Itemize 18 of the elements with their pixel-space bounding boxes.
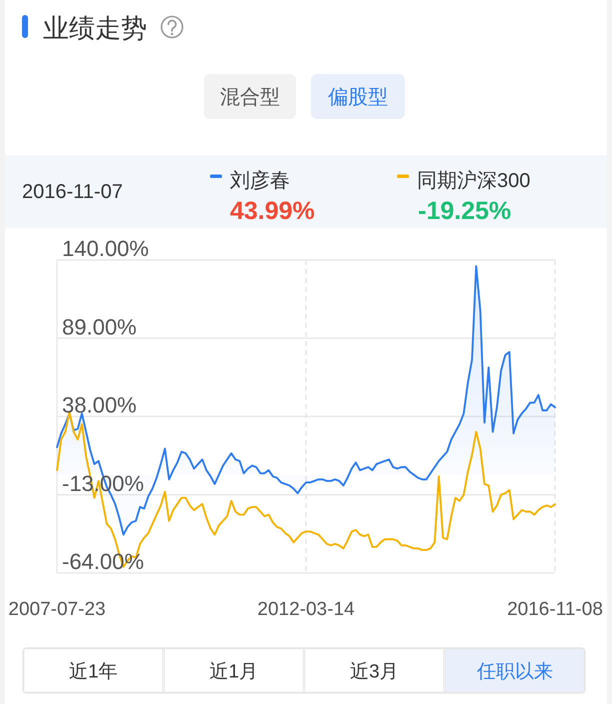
toggle-button: 偏股型 (311, 74, 405, 119)
x-tick-label: 2012-03-14 (257, 599, 355, 620)
tab-button: 任职以来 (444, 648, 585, 693)
header-date: 2016-11-07 (22, 181, 123, 203)
tab-button: 近1月 (164, 648, 304, 693)
toggle-button: 混合型 (204, 74, 296, 119)
tab-button: 近3月 (304, 648, 444, 693)
y-tick-label: 140.00% (62, 236, 149, 261)
x-tick-label: 2007-07-23 (8, 599, 106, 620)
header-value: -19.25% (418, 197, 512, 225)
y-tick-label: 89.00% (62, 314, 137, 340)
legend-label: 同期沪深300 (417, 170, 530, 192)
tab-button: 近1年 (23, 648, 164, 693)
y-tick-label: 38.00% (62, 392, 137, 418)
header-value: 43.99% (230, 197, 315, 225)
legend-label: 刘彦春 (230, 170, 290, 192)
title: 业绩走势 (43, 13, 147, 43)
x-tick-label: 2016-11-08 (507, 599, 603, 620)
